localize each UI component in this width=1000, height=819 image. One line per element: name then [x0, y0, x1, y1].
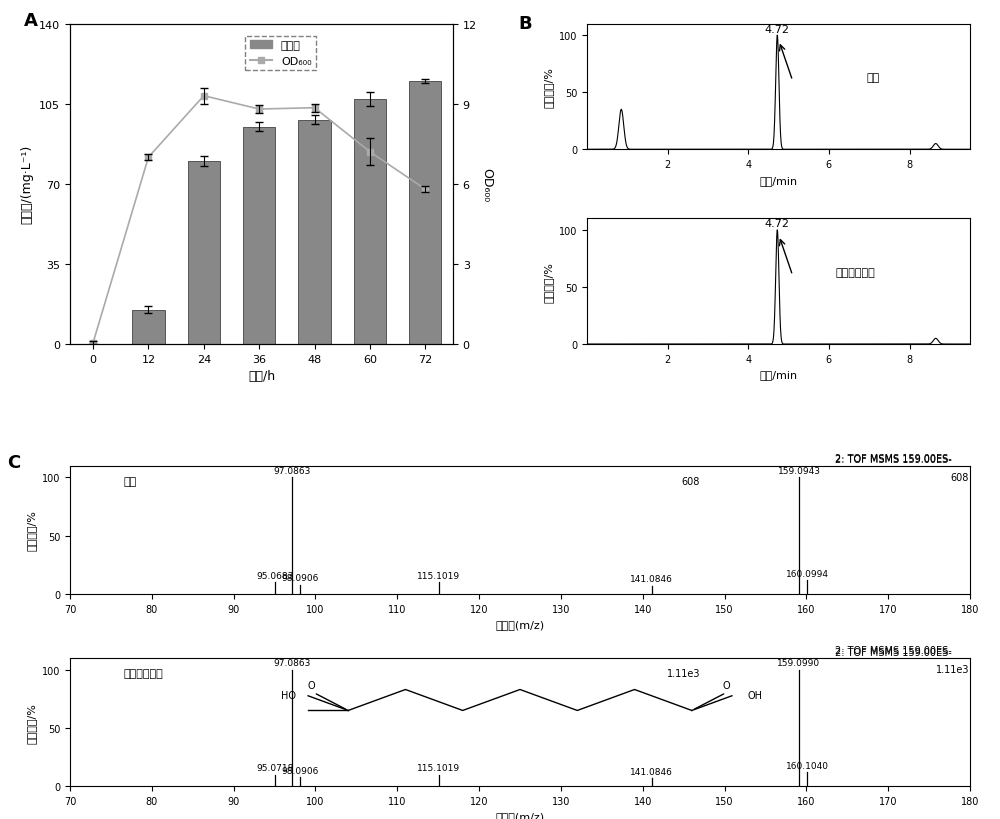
Text: 159.0943: 159.0943	[777, 467, 820, 476]
Text: 115.1019: 115.1019	[417, 572, 461, 580]
Bar	[132, 310, 165, 345]
Text: 2: TOF MSMS 159.00ES-: 2: TOF MSMS 159.00ES-	[835, 455, 952, 465]
Bar	[298, 120, 331, 345]
Text: OH: OH	[747, 690, 762, 700]
Text: 2: TOF MSMS 159.00ES-: 2: TOF MSMS 159.00ES-	[835, 647, 952, 657]
X-axis label: 时间/h: 时间/h	[248, 370, 275, 382]
Text: 样品: 样品	[124, 477, 137, 486]
Text: 141.0846: 141.0846	[630, 767, 673, 776]
Text: 608: 608	[951, 473, 969, 482]
X-axis label: 质荷比(m/z): 质荷比(m/z)	[495, 812, 545, 819]
Y-axis label: 相对丰度/%: 相对丰度/%	[26, 509, 36, 550]
X-axis label: 质荷比(m/z): 质荷比(m/z)	[495, 619, 545, 630]
Text: 4.72: 4.72	[765, 25, 790, 34]
Y-axis label: 相对丰度/%: 相对丰度/%	[543, 261, 553, 302]
Bar	[188, 161, 220, 345]
Text: C: C	[7, 454, 20, 472]
Legend: 庚二酸, OD₆₀₀: 庚二酸, OD₆₀₀	[245, 37, 316, 71]
Y-axis label: 相对丰度/%: 相对丰度/%	[26, 702, 36, 743]
X-axis label: 时间/min: 时间/min	[759, 370, 798, 380]
Text: 98.0906: 98.0906	[281, 766, 319, 775]
Text: 1.11e3: 1.11e3	[936, 665, 969, 675]
Text: O: O	[307, 681, 315, 690]
Text: 庚二酸标准品: 庚二酸标准品	[124, 668, 164, 678]
Text: O: O	[722, 681, 730, 690]
Text: 97.0863: 97.0863	[273, 467, 310, 476]
Text: 97.0863: 97.0863	[273, 658, 310, 667]
Bar	[409, 82, 441, 345]
Y-axis label: 相对丰度/%: 相对丰度/%	[543, 67, 553, 108]
Text: 159.0990: 159.0990	[777, 658, 821, 667]
Text: 95.0718: 95.0718	[256, 763, 294, 772]
Text: A: A	[24, 11, 38, 29]
Text: 98.0906: 98.0906	[281, 573, 319, 582]
Text: 141.0846: 141.0846	[630, 575, 673, 584]
Bar	[243, 128, 275, 345]
Text: 2: TOF MSMS 159.00ES-: 2: TOF MSMS 159.00ES-	[835, 454, 952, 464]
Bar	[354, 100, 386, 345]
Text: 95.0683: 95.0683	[256, 572, 294, 580]
Text: 160.0994: 160.0994	[786, 569, 829, 578]
Text: 115.1019: 115.1019	[417, 763, 461, 772]
Text: 样品: 样品	[867, 73, 880, 83]
Text: 庚二酸标准品: 庚二酸标准品	[836, 268, 876, 278]
Y-axis label: 庚二酸/(mg·L⁻¹): 庚二酸/(mg·L⁻¹)	[21, 145, 34, 224]
X-axis label: 时间/min: 时间/min	[759, 175, 798, 185]
Text: 1.11e3: 1.11e3	[666, 668, 700, 678]
Text: 160.1040: 160.1040	[786, 761, 829, 770]
Text: 608: 608	[682, 477, 700, 486]
Y-axis label: OD₆₀₀: OD₆₀₀	[480, 168, 493, 201]
Text: 4.72: 4.72	[765, 219, 790, 229]
Text: 2: TOF MSMS 159.00ES-: 2: TOF MSMS 159.00ES-	[835, 645, 952, 656]
Text: B: B	[518, 15, 532, 33]
Text: HO: HO	[281, 690, 296, 700]
